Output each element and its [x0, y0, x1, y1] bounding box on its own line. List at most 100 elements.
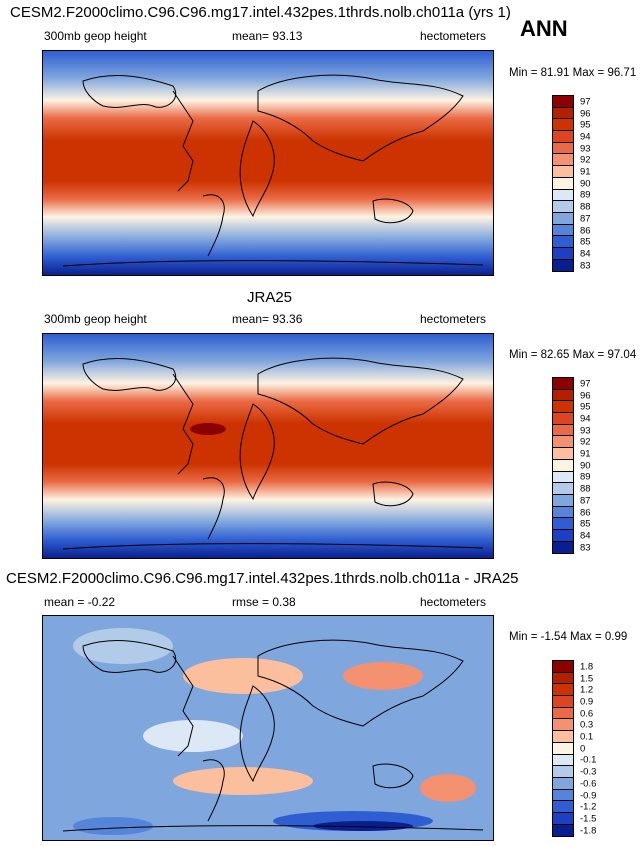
- panel-3-mean: mean = -0.22: [44, 595, 116, 609]
- colorbar-swatch: [553, 812, 573, 825]
- colorbar-swatch: [553, 424, 573, 437]
- colorbar-level-label: -1.2: [580, 801, 597, 813]
- colorbar-swatch: [553, 661, 573, 673]
- panel-1-variable: 300mb geop height: [44, 29, 147, 43]
- panel-2-colorbar: [552, 377, 574, 555]
- colorbar-swatch: [553, 96, 573, 108]
- panel-2-title: JRA25: [247, 289, 293, 306]
- colorbar-swatch: [553, 413, 573, 425]
- panel-1-minmax: Min = 81.91 Max = 96.71: [509, 67, 637, 79]
- colorbar-level-label: -0.3: [580, 766, 597, 778]
- colorbar-swatch: [553, 707, 573, 720]
- colorbar-level-label: 0.6: [580, 708, 594, 720]
- colorbar-swatch: [553, 518, 573, 530]
- colorbar-swatch: [553, 754, 573, 767]
- colorbar-level-label: 0: [580, 743, 586, 755]
- panel-1-title: CESM2.F2000climo.C96.C96.mg17.intel.432p…: [10, 4, 511, 21]
- panel-1-colorbar: [552, 95, 574, 273]
- colorbar-level-label: 92: [580, 154, 591, 166]
- colorbar-swatch: [553, 541, 573, 554]
- colorbar-swatch: [553, 177, 573, 190]
- colorbar-level-label: 94: [580, 131, 591, 143]
- colorbar-level-label: 94: [580, 413, 591, 425]
- panel-3-colorbar: [552, 660, 574, 838]
- difference-blobs: [73, 628, 476, 835]
- colorbar-swatch: [553, 801, 573, 813]
- colorbar-swatch: [553, 119, 573, 132]
- colorbar-level-label: 97: [580, 378, 591, 390]
- panel-3-title: CESM2.F2000climo.C96.C96.mg17.intel.432p…: [6, 570, 519, 587]
- colorbar-swatch: [553, 436, 573, 449]
- colorbar-level-label: 86: [580, 507, 591, 519]
- coastline-outlines: [62, 639, 484, 832]
- colorbar-level-label: 84: [580, 248, 591, 260]
- season-label: ANN: [520, 16, 568, 41]
- colorbar-level-label: 91: [580, 448, 591, 460]
- colorbar-swatch: [553, 107, 573, 120]
- colorbar-swatch: [553, 142, 573, 155]
- panel-3-rmse: rmse = 0.38: [232, 595, 296, 609]
- colorbar-swatch: [553, 766, 573, 778]
- colorbar-level-label: 85: [580, 518, 591, 530]
- colorbar-swatch: [553, 259, 573, 272]
- colorbar-swatch: [553, 742, 573, 755]
- colorbar-swatch: [553, 529, 573, 542]
- colorbar-swatch: [553, 672, 573, 685]
- colorbar-level-label: 0.3: [580, 719, 594, 731]
- panel-2-mean: mean= 93.36: [232, 312, 303, 326]
- colorbar-level-label: 88: [580, 201, 591, 213]
- colorbar-swatch: [553, 166, 573, 178]
- colorbar-level-label: 89: [580, 189, 591, 201]
- colorbar-swatch: [553, 483, 573, 495]
- colorbar-level-label: 92: [580, 436, 591, 448]
- colorbar-swatch: [553, 777, 573, 790]
- colorbar-swatch: [553, 236, 573, 248]
- colorbar-level-label: 83: [580, 542, 591, 554]
- colorbar-level-label: 90: [580, 460, 591, 472]
- colorbar-swatch: [553, 731, 573, 743]
- colorbar-level-label: 96: [580, 390, 591, 402]
- colorbar-level-label: 95: [580, 401, 591, 413]
- colorbar-level-label: -0.1: [580, 754, 597, 766]
- colorbar-swatch: [553, 684, 573, 697]
- colorbar-swatch: [553, 378, 573, 390]
- colorbar-level-label: 91: [580, 166, 591, 178]
- colorbar-level-label: 97: [580, 96, 591, 108]
- colorbar-swatch: [553, 789, 573, 802]
- colorbar-swatch: [553, 824, 573, 837]
- colorbar-level-label: 90: [580, 178, 591, 190]
- colorbar-swatch: [553, 212, 573, 225]
- panel-2-units: hectometers: [420, 312, 487, 326]
- panel-1-map: [42, 50, 494, 276]
- colorbar-level-label: 0.1: [580, 731, 594, 743]
- coastline-outlines: [62, 74, 484, 267]
- panel-2-variable: 300mb geop height: [44, 312, 147, 326]
- colorbar-level-label: 87: [580, 495, 591, 507]
- colorbar-swatch: [553, 494, 573, 507]
- colorbar-swatch: [553, 201, 573, 213]
- colorbar-level-label: 93: [580, 425, 591, 437]
- panel-1-mean: mean= 93.13: [232, 29, 303, 43]
- colorbar-swatch: [553, 696, 573, 708]
- colorbar-level-label: -0.9: [580, 790, 597, 802]
- coastline-outlines: [62, 357, 484, 550]
- panel-3-units: hectometers: [420, 595, 487, 609]
- colorbar-level-label: 86: [580, 225, 591, 237]
- panel-1-units: hectometers: [420, 29, 487, 43]
- colorbar-swatch: [553, 719, 573, 732]
- colorbar-swatch: [553, 247, 573, 260]
- colorbar-level-label: 1.2: [580, 684, 594, 696]
- colorbar-level-label: 1.8: [580, 661, 594, 673]
- colorbar-level-label: 0.9: [580, 696, 594, 708]
- colorbar-swatch: [553, 506, 573, 519]
- colorbar-swatch: [553, 131, 573, 143]
- colorbar-level-label: 83: [580, 260, 591, 272]
- colorbar-swatch: [553, 459, 573, 472]
- panel-3-map: [42, 615, 494, 841]
- colorbar-level-label: 1.5: [580, 673, 594, 685]
- colorbar-level-label: 96: [580, 108, 591, 120]
- colorbar-swatch: [553, 401, 573, 414]
- colorbar-level-label: 93: [580, 143, 591, 155]
- colorbar-swatch: [553, 154, 573, 167]
- colorbar-level-label: 88: [580, 483, 591, 495]
